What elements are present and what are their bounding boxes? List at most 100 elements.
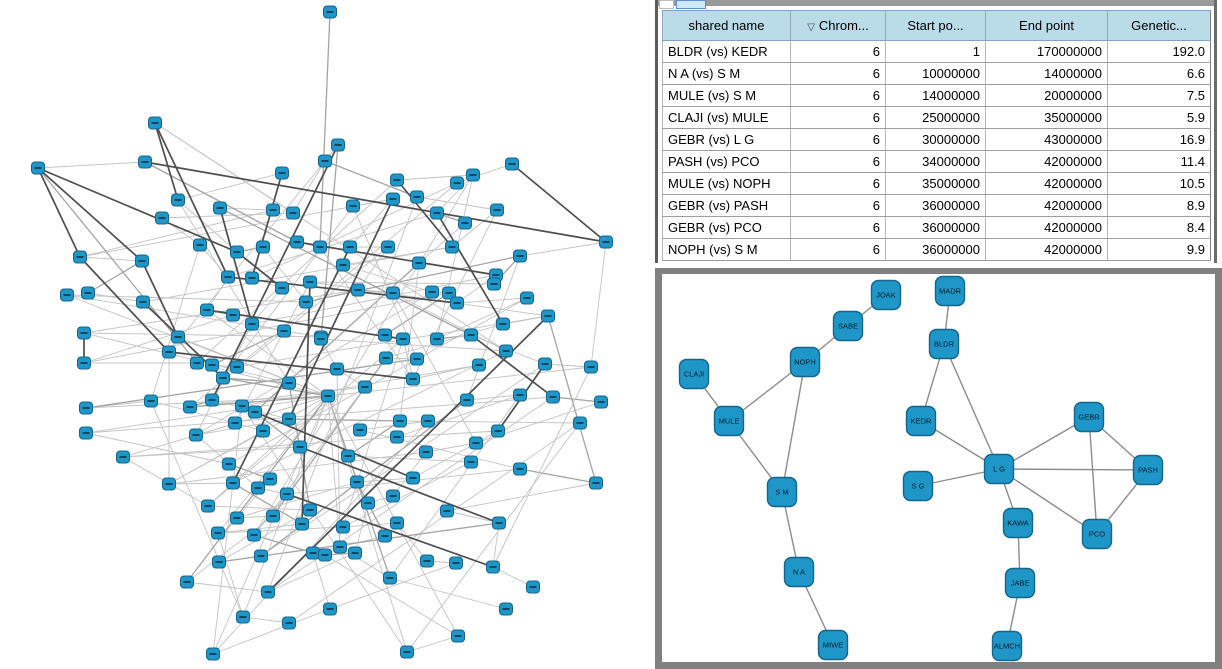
network-node[interactable] [449,556,463,570]
network-node[interactable] [245,317,259,331]
network-node[interactable] [378,328,392,342]
network-node[interactable] [171,193,185,207]
network-node-s-m[interactable]: S M [766,476,798,508]
network-node[interactable] [213,201,227,215]
network-node-gebr[interactable]: GEBR [1073,401,1105,433]
network-node[interactable] [282,412,296,426]
network-node-madr[interactable]: MADR [934,275,966,307]
network-node[interactable] [492,516,506,530]
table-row[interactable]: GEBR (vs) L G 6 30000000 43000000 16.9 [662,128,1211,151]
network-node-sabe[interactable]: SABE [832,310,864,342]
network-node[interactable] [318,154,332,168]
column-header-shared-name[interactable]: shared name [662,10,791,41]
network-node[interactable] [275,281,289,295]
network-node-kawa[interactable]: KAWA [1002,507,1034,539]
network-node[interactable] [266,203,280,217]
column-header-start-po-[interactable]: Start po... [885,10,986,41]
network-node[interactable] [442,286,456,300]
network-node[interactable] [430,332,444,346]
network-node[interactable] [282,616,296,630]
network-node[interactable] [469,436,483,450]
network-node[interactable] [275,166,289,180]
network-node[interactable] [211,526,225,540]
network-node[interactable] [303,503,317,517]
network-node[interactable] [256,240,270,254]
network-node[interactable] [171,330,185,344]
network-node-pco[interactable]: PCO [1081,518,1113,550]
window-tab-fragment[interactable] [676,0,706,9]
network-node[interactable] [450,296,464,310]
network-node[interactable] [505,157,519,171]
network-node[interactable] [350,475,364,489]
network-node[interactable] [390,173,404,187]
network-node[interactable] [460,393,474,407]
network-node[interactable] [378,529,392,543]
network-node[interactable] [520,291,534,305]
network-node-mule[interactable]: MULE [713,405,745,437]
network-node[interactable] [406,372,420,386]
network-node[interactable] [458,216,472,230]
network-node[interactable] [343,240,357,254]
network-node[interactable] [331,138,345,152]
network-node[interactable] [261,585,275,599]
network-node[interactable] [526,580,540,594]
network-node[interactable] [206,647,220,661]
network-node[interactable] [31,161,45,175]
network-node[interactable] [79,426,93,440]
network-node[interactable] [381,240,395,254]
network-node-bldr[interactable]: BLDR [928,328,960,360]
network-node[interactable] [77,356,91,370]
network-node[interactable] [247,528,261,542]
network-node-noph[interactable]: NOPH [789,346,821,378]
network-node[interactable] [390,516,404,530]
column-header-genetic-[interactable]: Genetic... [1107,10,1211,41]
table-row[interactable]: NOPH (vs) S M 6 36000000 42000000 9.9 [662,238,1211,261]
network-node[interactable] [513,462,527,476]
network-node[interactable] [280,487,294,501]
network-node[interactable] [472,358,486,372]
network-node[interactable] [412,256,426,270]
network-node[interactable] [138,155,152,169]
network-node[interactable] [201,499,215,513]
network-node[interactable] [263,472,277,486]
network-node[interactable] [286,206,300,220]
network-node[interactable] [323,602,337,616]
network-node[interactable] [499,602,513,616]
table-row[interactable]: PASH (vs) PCO 6 34000000 42000000 11.4 [662,150,1211,173]
network-node[interactable] [496,317,510,331]
network-node[interactable] [60,288,74,302]
network-node-l-g[interactable]: L G [983,453,1015,485]
network-node[interactable] [155,211,169,225]
network-node[interactable] [386,489,400,503]
network-node[interactable] [303,275,317,289]
network-node[interactable] [79,401,93,415]
network-node[interactable] [346,199,360,213]
network-node[interactable] [410,190,424,204]
network-node[interactable] [221,270,235,284]
network-node[interactable] [293,440,307,454]
network-node[interactable] [361,496,375,510]
network-node[interactable] [251,481,265,495]
network-node[interactable] [341,449,355,463]
network-node[interactable] [599,235,613,249]
network-node[interactable] [386,192,400,206]
network-node[interactable] [228,416,242,430]
network-node[interactable] [390,430,404,444]
network-node[interactable] [486,560,500,574]
network-node[interactable] [162,477,176,491]
network-node[interactable] [183,400,197,414]
network-node[interactable] [314,332,328,346]
network-node[interactable] [295,517,309,531]
network-node[interactable] [420,554,434,568]
network-node[interactable] [148,116,162,130]
network-node[interactable] [321,389,335,403]
network-node[interactable] [336,258,350,272]
network-node[interactable] [245,271,259,285]
network-node[interactable] [348,546,362,560]
table-row[interactable]: N A (vs) S M 6 10000000 14000000 6.6 [662,62,1211,85]
network-node[interactable] [254,549,268,563]
table-row[interactable]: GEBR (vs) PCO 6 36000000 42000000 8.4 [662,216,1211,239]
network-node-n-a[interactable]: N A [783,556,815,588]
column-header-chrom-[interactable]: ▽ Chrom... [790,10,886,41]
network-node[interactable] [180,575,194,589]
